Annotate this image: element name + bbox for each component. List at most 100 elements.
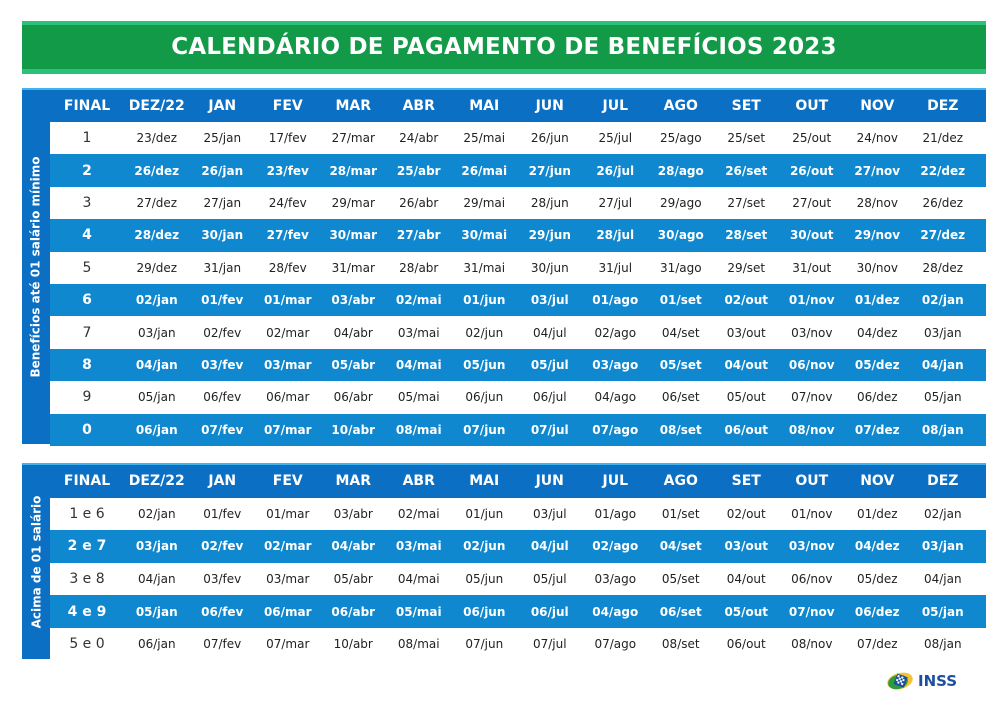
column-header: SET	[731, 98, 761, 114]
payment-date-cell: 05/set	[661, 572, 700, 587]
payment-date-cell: 28/jun	[530, 195, 569, 210]
payment-date-cell: 06/jun	[465, 390, 504, 405]
payment-date-cell: 04/abr	[333, 325, 373, 340]
payment-date-cell: 01/ago	[592, 293, 639, 308]
payment-date-cell: 28/jul	[596, 228, 635, 243]
table-grid: FINAL DEZ/22 JAN FEV MAR ABR MAI JUN JUL AGO SET OU…	[50, 465, 986, 661]
payment-date-cell: 05/mai	[395, 604, 442, 619]
payment-date-cell: 25/jan	[203, 131, 242, 146]
column-header: MAR	[335, 473, 372, 490]
payment-date-cell: 07/fev	[203, 637, 242, 652]
payment-date-cell: 04/out	[726, 572, 766, 587]
final-digit-cell: 1	[82, 130, 92, 147]
payment-date-cell: 02/mar	[263, 539, 312, 554]
payment-date-cell: 06/set	[659, 604, 702, 619]
payment-date-cell: 06/fev	[203, 390, 242, 405]
payment-date-cell: 29/jun	[528, 228, 571, 243]
column-header: FEV	[272, 473, 303, 490]
payment-date-cell: 06/nov	[788, 357, 835, 372]
column-header: NOV	[860, 473, 895, 490]
final-digit-cell: 6	[82, 292, 92, 309]
payment-date-cell: 04/jan	[923, 572, 962, 587]
payment-date-cell: 02/fev	[201, 539, 244, 554]
table-row: 8 04/jan 03/fev 03/mar 05/abr 04/mai 05/jun 05/…	[50, 348, 986, 382]
payment-date-cell: 06/dez	[854, 604, 900, 619]
payment-date-cell: 23/fev	[266, 163, 309, 178]
payment-date-cell: 28/dez	[134, 228, 180, 243]
payment-date-cell: 17/fev	[268, 131, 307, 146]
payment-date-cell: 26/jul	[596, 163, 635, 178]
header-row: FINAL DEZ/22 JAN FEV MAR ABR MAI JUN JUL AGO SET OU…	[50, 465, 986, 498]
final-digit-cell: 4	[82, 227, 92, 244]
payment-date-cell: 03/ago	[592, 357, 639, 372]
payment-date-cell: 03/nov	[791, 325, 833, 340]
payment-date-cell: 06/out	[724, 422, 769, 437]
payment-date-cell: 05/jun	[465, 572, 504, 587]
payment-date-cell: 27/abr	[396, 228, 441, 243]
payment-date-cell: 27/out	[792, 195, 832, 210]
payment-date-cell: 02/out	[726, 506, 766, 521]
payment-date-cell: 28/abr	[399, 260, 439, 275]
payment-date-cell: 27/fev	[266, 228, 309, 243]
payment-date-cell: 27/jul	[598, 195, 633, 210]
final-digit-cell: 1 e 6	[69, 505, 105, 522]
payment-date-cell: 03/mai	[395, 539, 442, 554]
payment-date-cell: 01/nov	[791, 506, 833, 521]
payment-date-cell: 01/jun	[465, 506, 504, 521]
column-header: JAN	[208, 473, 237, 490]
payment-date-cell: 07/mar	[266, 637, 310, 652]
payment-date-cell: 05/jun	[463, 357, 506, 372]
table-row: 4 28/dez 30/jan 27/fev 30/mar 27/abr 30/mai 29/…	[50, 219, 986, 252]
payment-date-cell: 04/out	[724, 357, 769, 372]
payment-date-cell: 28/nov	[856, 195, 898, 210]
payment-date-cell: 03/mar	[263, 357, 312, 372]
payment-date-cell: 08/mai	[395, 422, 442, 437]
final-digit-cell: 5 e 0	[69, 636, 105, 653]
table-row: 1 e 6 02/jan 01/fev 01/mar 03/abr 02/mai 01/ju…	[50, 497, 986, 531]
payment-date-cell: 07/nov	[791, 390, 833, 405]
column-header: MAI	[469, 473, 500, 490]
logo-text: INSS	[918, 672, 958, 690]
table-row: 5 29/dez 31/jan 28/fev 31/mar 28/abr 31/mai 30/…	[50, 251, 986, 284]
final-digit-cell: 2 e 7	[67, 538, 107, 555]
payment-date-cell: 03/jul	[530, 293, 569, 308]
payment-date-cell: 03/mar	[266, 572, 310, 587]
payment-date-cell: 04/abr	[331, 539, 376, 554]
payment-date-cell: 04/ago	[594, 390, 637, 405]
column-header: FEV	[272, 98, 303, 114]
payment-date-cell: 01/mar	[266, 506, 310, 521]
payment-date-cell: 03/fev	[203, 572, 242, 587]
payment-date-cell: 10/abr	[333, 637, 373, 652]
payment-date-cell: 28/dez	[922, 260, 964, 275]
column-header: NOV	[860, 98, 895, 114]
payment-date-cell: 02/jan	[135, 293, 178, 308]
table-row: 6 02/jan 01/fev 01/mar 03/abr 02/mai 01/jun 03/…	[50, 283, 986, 317]
column-header: DEZ	[927, 98, 959, 114]
payment-date-cell: 03/abr	[331, 293, 376, 308]
column-header: FINAL	[63, 98, 111, 114]
payment-date-cell: 30/jan	[201, 228, 244, 243]
payment-date-cell: 31/out	[792, 260, 832, 275]
payment-date-cell: 01/ago	[594, 506, 637, 521]
payment-date-cell: 02/mar	[266, 325, 310, 340]
payment-date-cell: 26/dez	[134, 163, 180, 178]
payment-date-cell: 05/dez	[854, 357, 900, 372]
payment-date-cell: 03/out	[724, 539, 769, 554]
payment-date-cell: 31/jan	[203, 260, 242, 275]
payment-date-cell: 03/out	[726, 325, 766, 340]
payment-date-cell: 06/abr	[331, 604, 376, 619]
payment-date-cell: 31/mai	[463, 260, 506, 275]
payment-date-cell: 07/jul	[530, 422, 569, 437]
payment-date-cell: 23/dez	[136, 131, 178, 146]
payment-date-cell: 07/jun	[465, 637, 504, 652]
payment-date-cell: 07/mar	[263, 422, 312, 437]
payment-date-cell: 25/jul	[598, 131, 633, 146]
column-header: OUT	[795, 98, 829, 114]
payment-date-cell: 26/abr	[399, 195, 439, 210]
payment-date-cell: 05/jul	[530, 357, 569, 372]
table-row: 0 06/jan 07/fev 07/mar 10/abr 08/mai 07/jun 07/…	[50, 413, 986, 446]
payment-date-cell: 21/dez	[922, 131, 964, 146]
payment-date-cell: 05/dez	[856, 572, 898, 587]
payment-date-cell: 26/jun	[530, 131, 569, 146]
final-digit-cell: 3 e 8	[69, 571, 105, 588]
